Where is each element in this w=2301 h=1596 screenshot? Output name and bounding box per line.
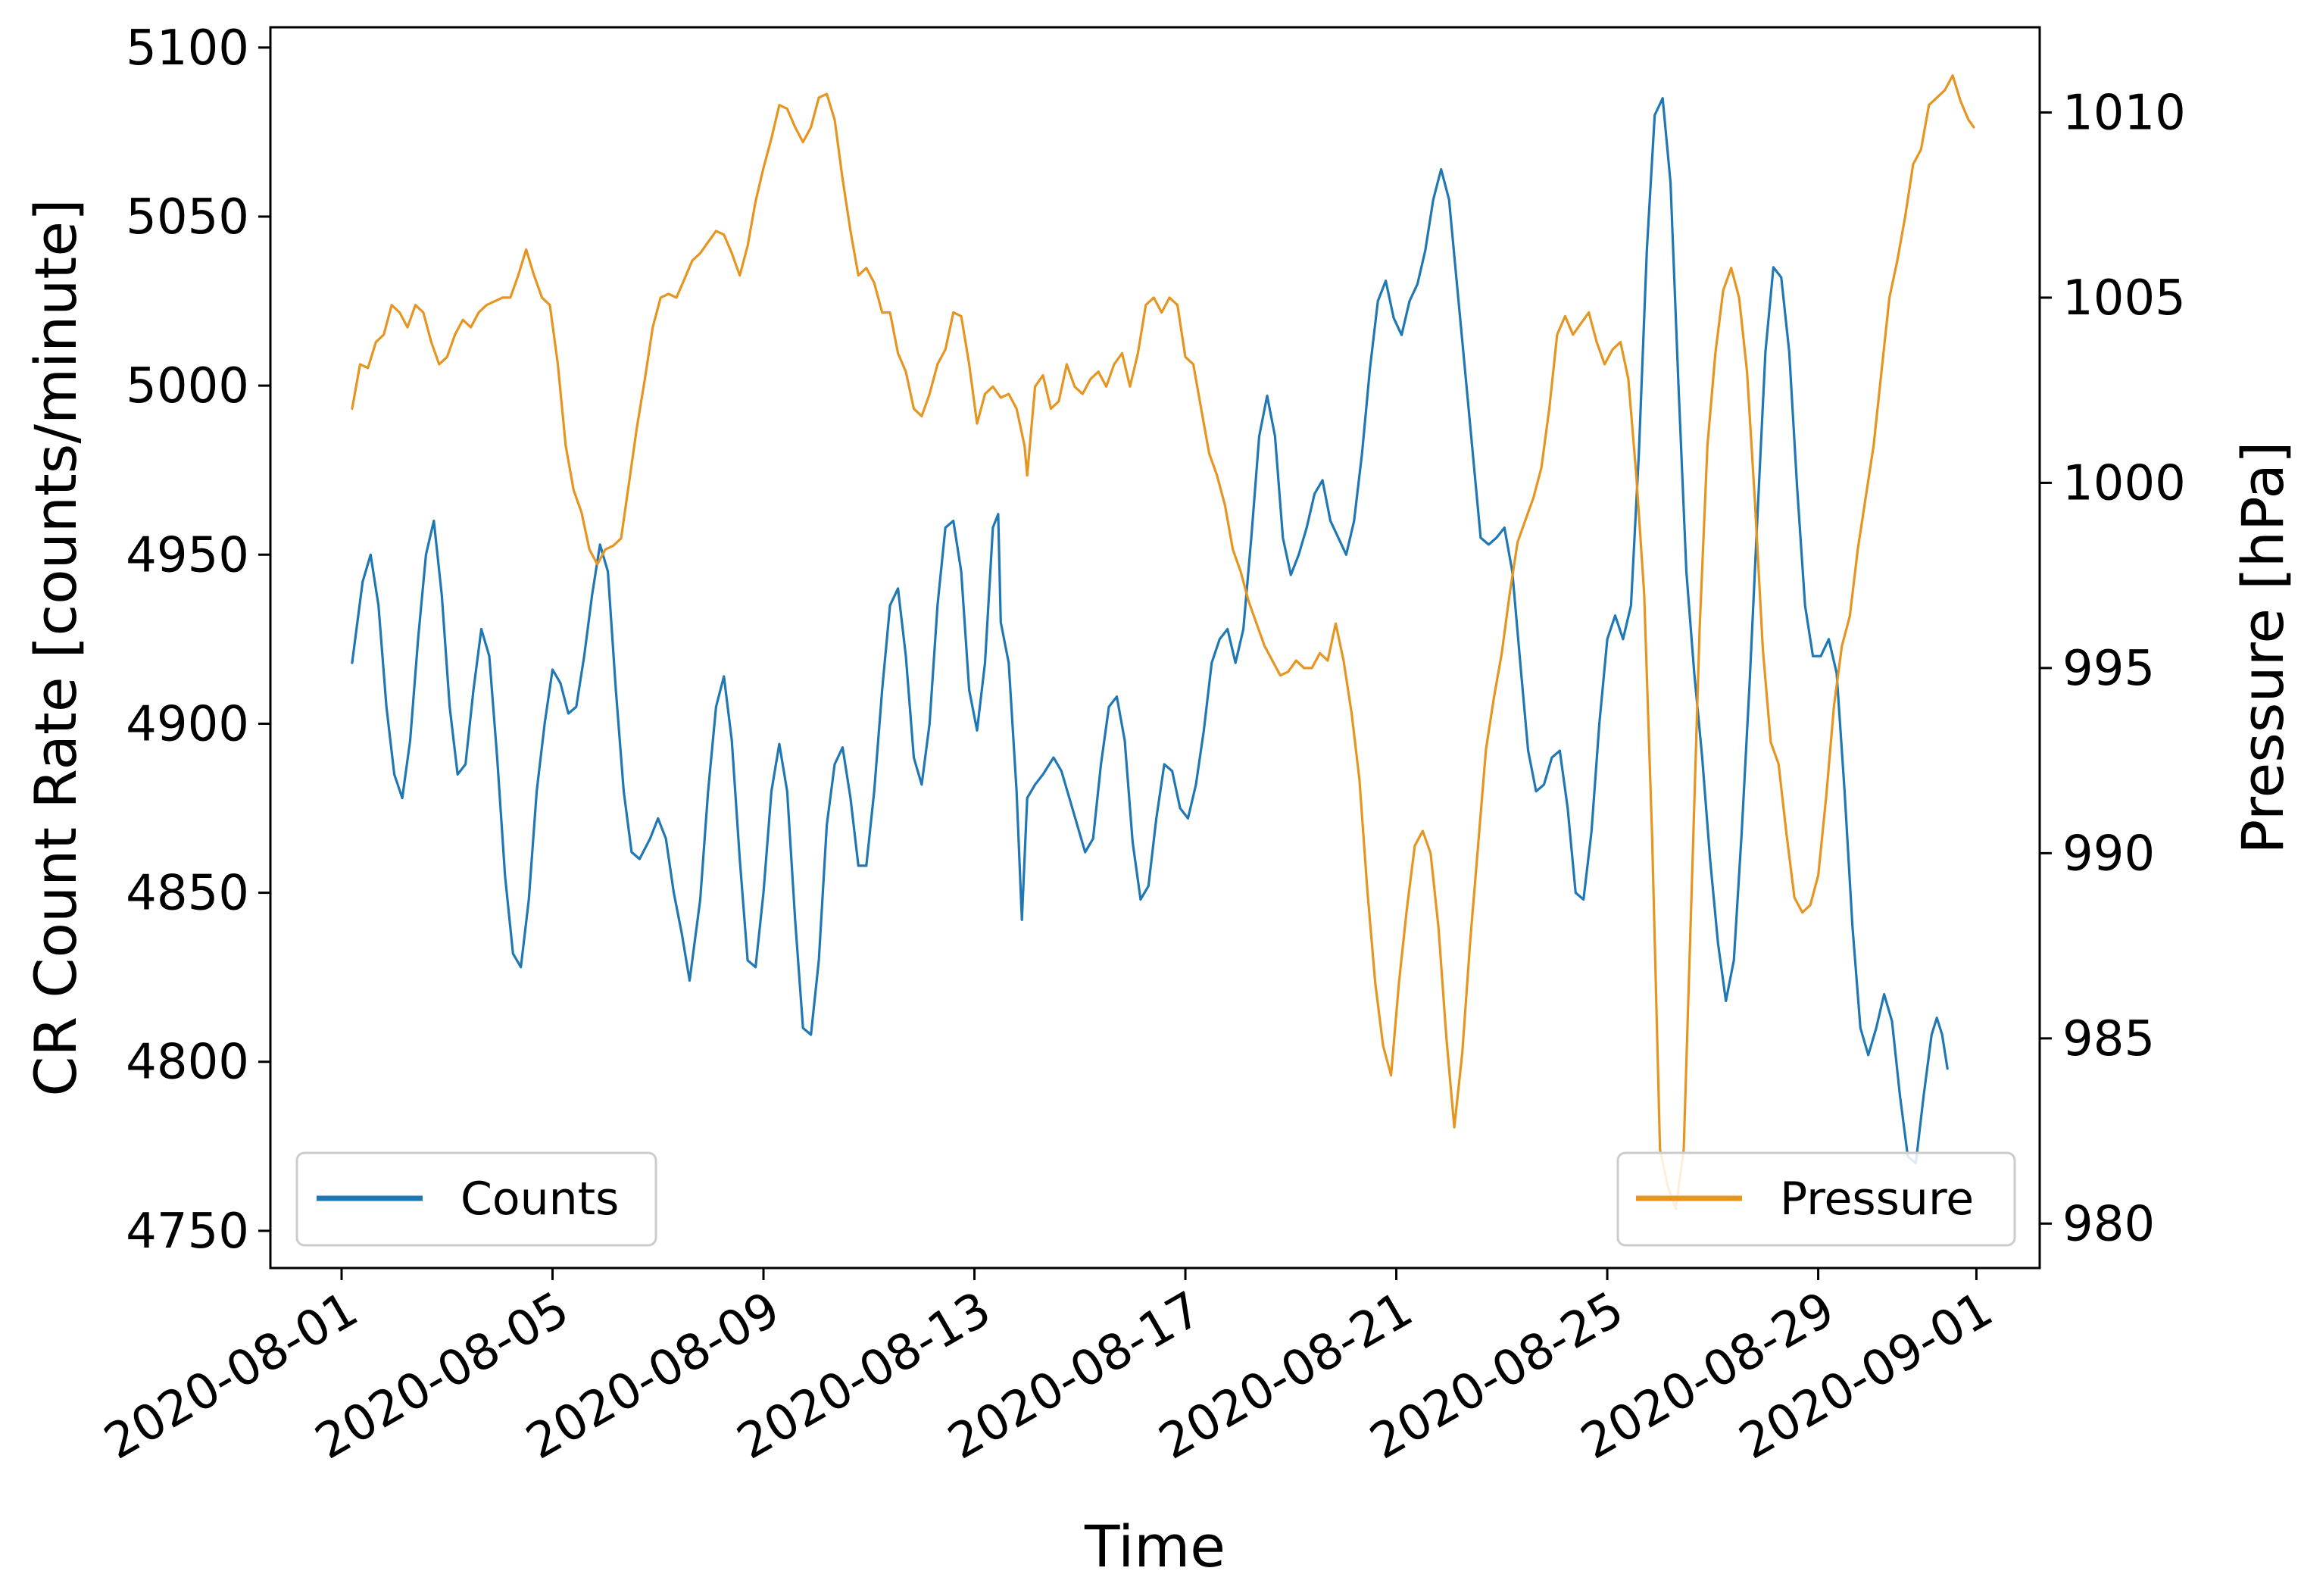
y-axis-left-label: CR Count Rate [counts/minute]	[22, 198, 89, 1096]
y-left-tick-label: 4750	[126, 1204, 249, 1260]
y-right-tick-label: 985	[2062, 1011, 2155, 1067]
legend-counts-box	[295, 1151, 657, 1247]
x-axis-label: Time	[1084, 1513, 1225, 1580]
y-left-tick-label: 4950	[126, 527, 249, 583]
legend-pressure-box	[1616, 1151, 2016, 1247]
y-right-tick-label: 1005	[2062, 270, 2186, 326]
legend-pressure: Pressure	[1616, 1151, 2016, 1247]
y-left-tick-label: 4900	[126, 696, 249, 752]
y-left-tick-label: 4800	[126, 1035, 249, 1091]
series-line-counts	[351, 97, 1949, 1165]
y-left-tick-label: 5000	[126, 358, 249, 414]
y-left-tick-label: 4850	[126, 866, 249, 922]
legend-counts-label: Counts	[461, 1173, 619, 1226]
y-right-tick-label: 980	[2062, 1196, 2155, 1252]
y-right-tick-label: 990	[2062, 826, 2155, 882]
series-line-pressure	[351, 74, 1975, 1210]
axes	[269, 26, 2041, 1270]
y-right-tick-label: 1000	[2062, 455, 2186, 511]
legend-counts: Counts	[295, 1151, 657, 1247]
legend-pressure-label: Pressure	[1780, 1173, 1974, 1226]
y-left-tick-label: 5050	[126, 189, 249, 245]
y-right-tick-label: 995	[2062, 641, 2155, 697]
y-right-tick-label: 1010	[2062, 85, 2186, 141]
plot-frame	[269, 26, 2041, 1270]
y-left-tick-label: 5100	[126, 20, 249, 77]
plot-lines	[351, 74, 1975, 1210]
y-axis-right-label: Pressure [hPa]	[2229, 441, 2296, 854]
